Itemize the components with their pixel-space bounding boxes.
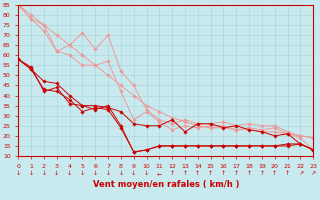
X-axis label: Vent moyen/en rafales ( km/h ): Vent moyen/en rafales ( km/h ) <box>92 180 239 189</box>
